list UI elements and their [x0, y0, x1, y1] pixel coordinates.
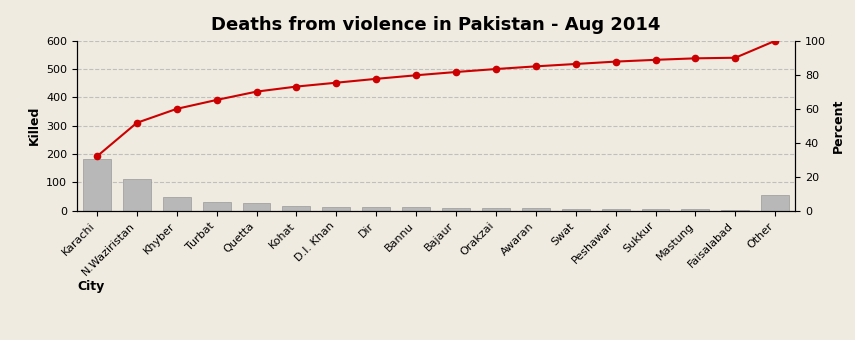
Bar	[402, 207, 430, 211]
Bar	[602, 208, 629, 211]
Bar	[203, 202, 231, 211]
Bar	[363, 207, 390, 211]
Bar	[482, 208, 510, 211]
Bar	[442, 208, 470, 211]
Bar	[243, 203, 270, 211]
Bar	[322, 207, 351, 211]
Y-axis label: Killed: Killed	[27, 106, 40, 146]
Bar	[123, 179, 150, 211]
Bar	[522, 208, 550, 211]
Bar	[761, 194, 789, 211]
Bar	[681, 209, 710, 211]
Bar	[83, 159, 111, 211]
Bar	[722, 210, 749, 211]
Bar	[162, 198, 191, 211]
X-axis label: City: City	[77, 280, 104, 293]
Bar	[282, 206, 310, 211]
Y-axis label: Percent: Percent	[831, 99, 845, 153]
Bar	[562, 208, 590, 211]
Title: Deaths from violence in Pakistan - Aug 2014: Deaths from violence in Pakistan - Aug 2…	[211, 16, 661, 34]
Bar	[641, 209, 669, 211]
